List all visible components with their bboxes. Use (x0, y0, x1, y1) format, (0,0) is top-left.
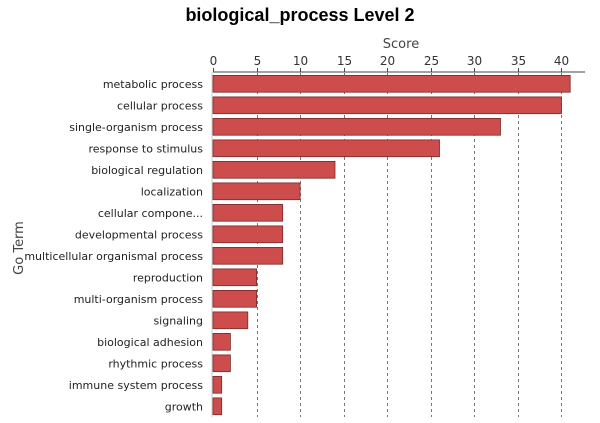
bar (212, 182, 301, 201)
bar (212, 332, 231, 351)
bar (212, 203, 284, 222)
category-labels: metabolic process cellular process single-… (24, 78, 204, 413)
category-label: single-organism process (69, 121, 203, 134)
bar (212, 75, 571, 93)
bar (212, 375, 223, 394)
category-label: response to stimulus (88, 142, 203, 155)
bar (212, 118, 501, 136)
x-tick-labels: 0 5 10 15 20 25 30 35 40 (210, 54, 569, 68)
bars (212, 75, 571, 416)
bar (212, 354, 231, 373)
category-label: developmental process (75, 228, 203, 241)
category-label: cellular compone... (98, 207, 203, 220)
category-label: metabolic process (103, 78, 203, 91)
x-tick-label: 25 (424, 54, 439, 68)
bar (212, 96, 562, 115)
x-tick-label: 10 (293, 54, 308, 68)
bar (212, 160, 336, 179)
bar (212, 397, 223, 416)
category-label: immune system process (69, 379, 203, 392)
x-tick-label: 5 (254, 54, 262, 68)
category-label: rhythmic process (108, 357, 203, 370)
x-axis (211, 68, 585, 417)
category-label: biological adhesion (97, 336, 203, 349)
category-label: cellular process (117, 99, 203, 112)
category-label: multi-organism process (74, 293, 204, 306)
chart-title: biological_process Level 2 (185, 5, 414, 25)
category-label: localization (141, 185, 203, 198)
bar (212, 268, 257, 287)
x-axis-label: Score (383, 37, 419, 52)
x-tick-label: 20 (380, 54, 395, 68)
category-label: multicellular organismal process (24, 250, 203, 263)
x-tick-label: 15 (337, 54, 352, 68)
x-tick-label: 35 (511, 54, 526, 68)
category-label: signaling (153, 314, 203, 327)
x-tick-label: 30 (467, 54, 482, 68)
category-label: reproduction (133, 271, 203, 284)
bar (212, 289, 257, 308)
bar (212, 225, 284, 244)
category-label: growth (165, 400, 203, 413)
x-tick-label: 0 (210, 54, 218, 68)
category-label: biological regulation (91, 164, 203, 177)
bar (212, 311, 249, 330)
x-tick-label: 40 (554, 54, 569, 68)
bar (212, 139, 440, 158)
bar (212, 246, 284, 265)
y-axis-label: Go Term (12, 221, 27, 275)
